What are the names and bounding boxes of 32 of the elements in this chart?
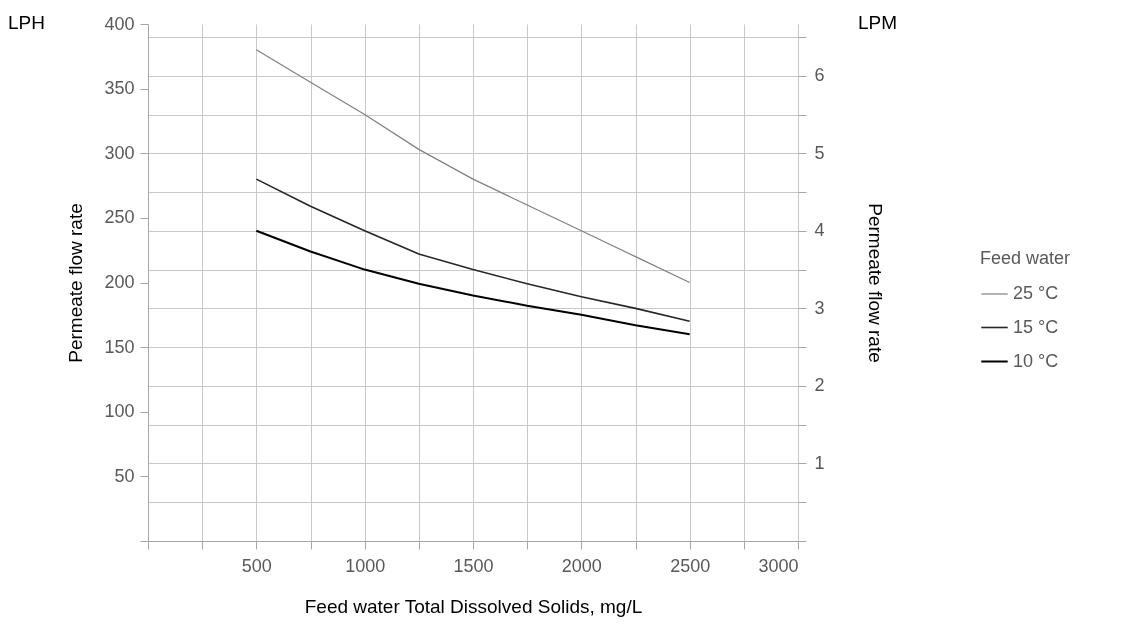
x-tick-label: 2000 [561,555,602,576]
text: LPM [858,12,898,34]
y-tick-label: 200 [104,272,135,292]
y2-tick-label: 6 [814,65,825,86]
y-tick-label: 150 [104,336,135,357]
line-series [255,229,691,336]
y-tick-label: 400 [104,13,135,34]
text: LPH [8,12,45,34]
line-series [255,178,691,323]
legend-label: 25 °C [1013,283,1059,303]
y-tick-label: 250 [104,207,135,228]
legend-title: Feed water [980,248,1071,268]
y2-tick-label: 1 [814,452,825,473]
y-tick-label: 100 [104,401,135,422]
x-tick-label: 500 [241,555,272,576]
y2-tick-label: 5 [814,142,825,163]
y-tick-label: 50 [114,465,135,486]
y2-tick-label: 4 [814,220,825,241]
x-tick-label: 2500 [670,555,711,576]
y2-axis-title: Permeate flow rate [864,203,886,363]
y-tick-label: 300 [104,142,135,163]
x-tick-label: 1000 [345,555,386,576]
x-tick-label: 3000 [758,555,799,576]
x-axis-title: Feed water Total Dissolved Solids, mg/L [304,595,643,617]
y2-tick-label: 3 [814,297,825,318]
x-tick-label: 1500 [453,555,494,576]
y2-tick-label: 2 [814,375,825,396]
y-axis-title: Permeate flow rate [65,203,87,363]
line-series [255,49,691,284]
legend-label: 10 °C [1013,350,1059,371]
legend-label: 15 °C [1013,316,1059,337]
y-tick-label: 350 [104,78,135,99]
